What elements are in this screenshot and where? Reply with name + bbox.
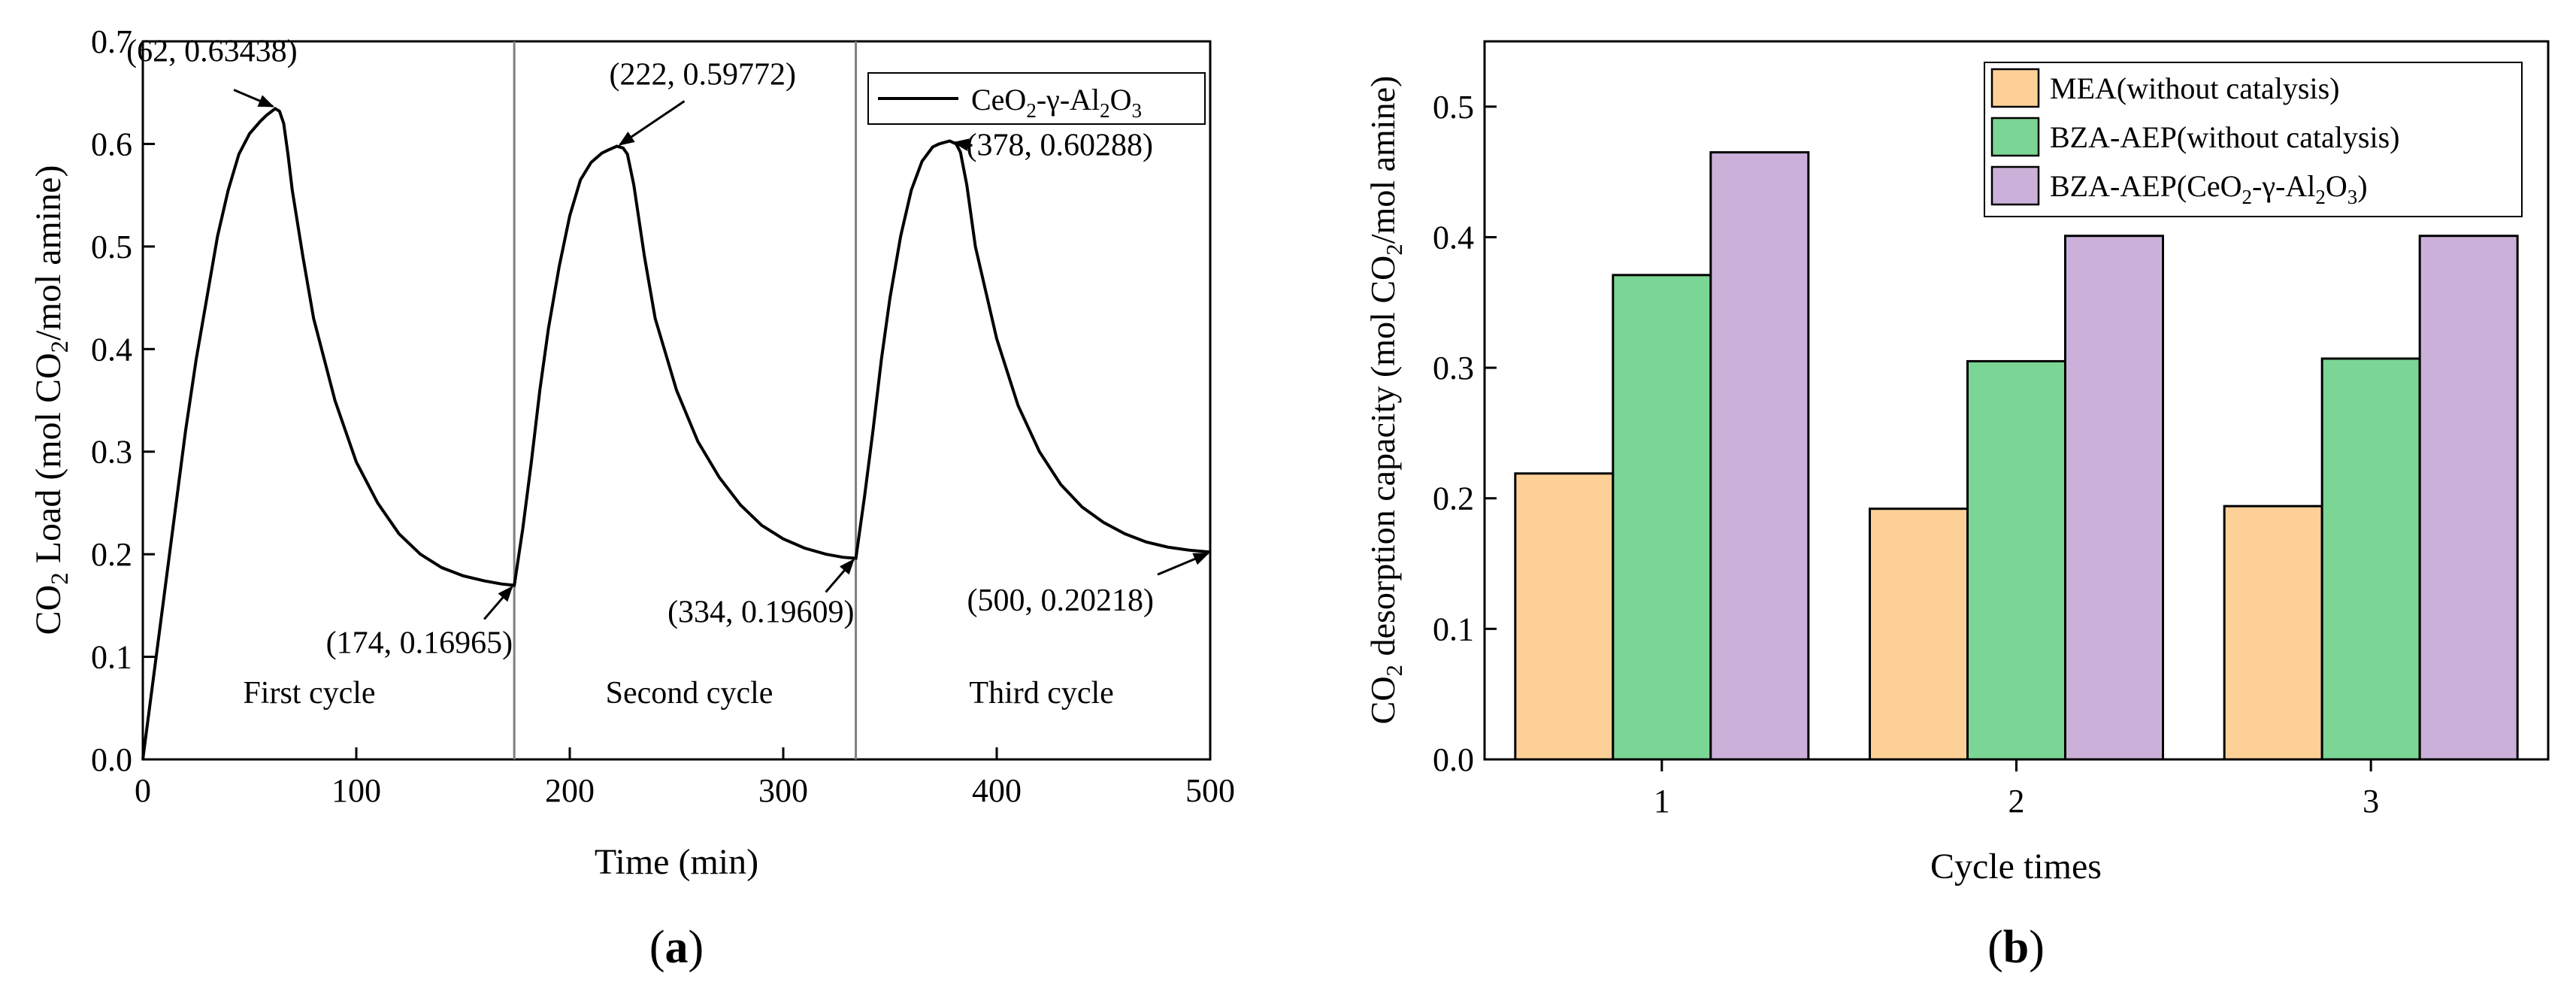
bar-1-0 (1514, 472, 1615, 761)
bar-1-2 (1709, 151, 1810, 761)
bar-3-1 (2320, 357, 2421, 761)
y-tick-label-b: 0.3 (1433, 350, 1474, 386)
legend-a-label: CeO2-γ-Al2O3 (971, 83, 1142, 122)
panel-label-b: (b) (1987, 922, 2045, 973)
legend-b-swatch-bza-aep (1990, 117, 2040, 157)
y-tick-label-a: 0.0 (91, 741, 132, 778)
y-tick-label-b: 0.2 (1433, 480, 1474, 517)
plot-frame-a (141, 40, 1212, 761)
x-axis-title-b: Cycle times (1930, 847, 2102, 886)
bar-2-1 (1966, 359, 2066, 761)
annotation-label: (62, 0.63438) (126, 35, 297, 69)
y-axis-title-b: CO2 desorption capacity (mol CO2/mol ami… (1364, 76, 1407, 725)
y-tick-label-b: 0.5 (1433, 89, 1474, 126)
series-line-ceo2-al2o3 (141, 107, 1211, 760)
x-tick-label-a: 0 (135, 772, 151, 809)
annotation-arrow (952, 138, 973, 151)
annotation-label: (174, 0.16965) (326, 626, 513, 661)
x-tick-label-a: 200 (545, 772, 595, 809)
y-tick-label-a: 0.1 (91, 639, 132, 676)
bar-2-2 (2064, 235, 2164, 761)
legend-b-swatch-mea (1990, 68, 2040, 108)
cycle-label: Third cycle (969, 676, 1113, 711)
bar-2-0 (1869, 508, 1969, 761)
legend-b-swatch-bza-aep-catalyst (1990, 165, 2040, 206)
y-tick-label-b: 0.1 (1433, 611, 1474, 647)
annotation-arrow (618, 100, 686, 146)
x-tick-label-a: 500 (1185, 772, 1235, 809)
annotation-arrow (1157, 552, 1209, 576)
annotation-label: (334, 0.19609) (667, 595, 854, 629)
x-tick-label-a: 400 (972, 772, 1022, 809)
y-tick-label-a: 0.5 (91, 229, 132, 265)
y-tick-label-a: 0.3 (91, 434, 132, 471)
x-tick-label-b: 2 (2008, 783, 2025, 820)
x-tick-label-b: 1 (1654, 783, 1670, 820)
annotation-label: (222, 0.59772) (609, 58, 795, 92)
x-tick-label-b: 3 (2363, 783, 2379, 820)
y-tick-label-a: 0.7 (91, 23, 132, 60)
x-tick-label-a: 300 (758, 772, 808, 809)
cycle-label: First cycle (243, 676, 375, 711)
y-axis-title-a: CO2 Load (mol CO2/mol amine) (29, 165, 74, 635)
legend-a: CeO2-γ-Al2O3 (867, 72, 1206, 125)
y-tick-label-b: 0.4 (1433, 219, 1474, 256)
annotation-label: (500, 0.20218) (967, 583, 1154, 618)
cycle-label: Second cycle (606, 676, 773, 711)
bar-1-1 (1612, 274, 1712, 761)
panel-label-a: (a) (649, 922, 704, 973)
annotation-arrow (825, 558, 855, 593)
legend-b-label-bza-aep-catalyst: BZA-AEP(CeO2-γ-Al2O3) (2050, 169, 2368, 208)
bar-chart-panel-b: 0.0 0.1 0.2 0.3 0.4 0.5 1 2 3 MEA(without catal… (1364, 40, 2550, 973)
bar-3-0 (2223, 505, 2323, 761)
legend-b-label-mea: MEA(without catalysis) (2050, 71, 2340, 105)
y-tick-label-a: 0.2 (91, 536, 132, 573)
annotation-arrow (483, 585, 513, 620)
x-axis-title-a: Time (min) (595, 842, 758, 882)
bar-3-2 (2418, 235, 2519, 761)
x-tick-label-a: 100 (331, 772, 381, 809)
line-chart-panel-a: 0.0 0.1 0.2 0.3 0.4 0.5 0.6 0.7 0 100 200 300 400 50… (29, 23, 1235, 973)
y-tick-label-a: 0.4 (91, 331, 132, 368)
legend-b-box (1984, 62, 2523, 217)
y-tick-label-a: 0.6 (91, 126, 132, 162)
y-tick-label-b: 0.0 (1433, 741, 1474, 778)
legend-b: MEA(without catalysis) BZA-AEP(without c… (1984, 62, 2523, 217)
annotation-label: (378, 0.60288) (967, 128, 1153, 162)
legend-b-label-bza-aep: BZA-AEP(without catalysis) (2050, 120, 2400, 154)
annotation-arrow (233, 89, 275, 108)
